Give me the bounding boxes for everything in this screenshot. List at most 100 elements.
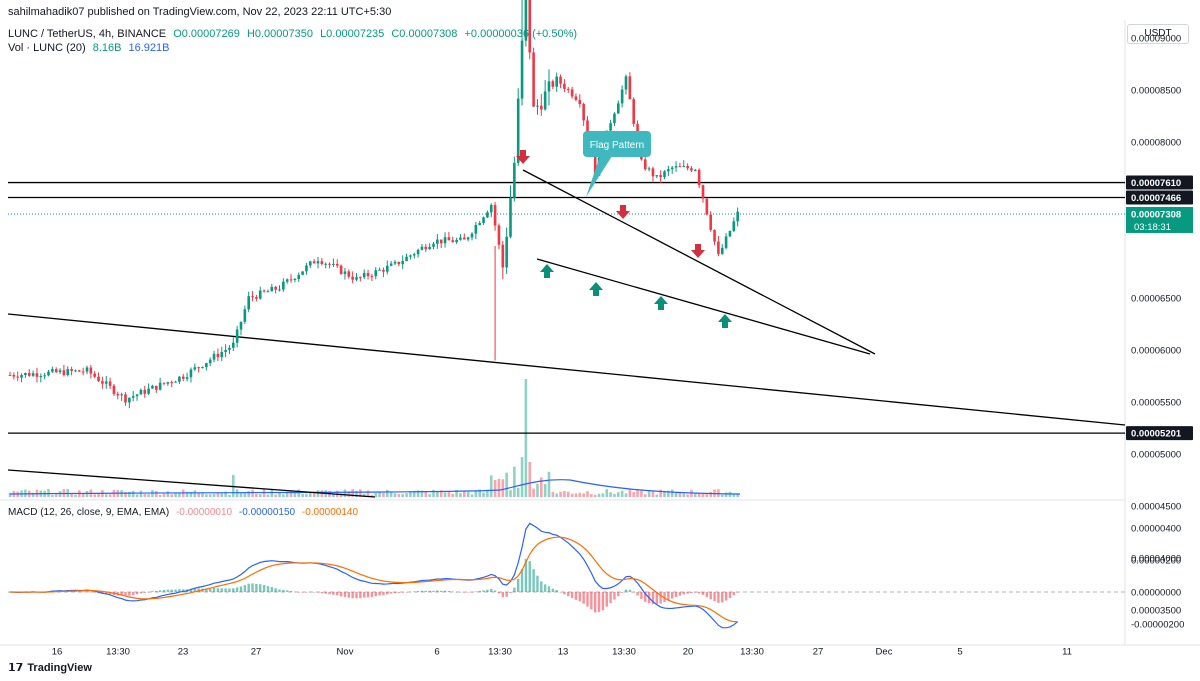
macd-histogram-bar bbox=[570, 592, 574, 599]
macd-histogram-bar bbox=[551, 588, 555, 592]
candle-body bbox=[243, 309, 247, 322]
macd-histogram-bar bbox=[378, 592, 381, 596]
volume-bar bbox=[258, 494, 262, 497]
symbol-name: LUNC / TetherUS, 4h, BINANCE bbox=[8, 28, 167, 40]
candle-body bbox=[705, 198, 709, 215]
macd-histogram-bar bbox=[386, 592, 389, 595]
price-tick-label: 0.00003500 bbox=[1131, 606, 1181, 617]
price-tick-label: 0.00006000 bbox=[1131, 346, 1181, 357]
candle-body bbox=[505, 236, 508, 268]
volume-bar bbox=[532, 488, 535, 497]
volume-bar bbox=[474, 490, 478, 497]
candle-body bbox=[355, 277, 358, 280]
currency-selector[interactable]: USDT bbox=[1127, 24, 1189, 44]
candle-body bbox=[393, 261, 397, 264]
volume-bar bbox=[155, 490, 158, 497]
macd-histogram-bar bbox=[493, 590, 497, 592]
candle-body bbox=[720, 247, 724, 254]
macd-histogram-bar bbox=[147, 592, 150, 593]
volume-bar bbox=[447, 491, 451, 497]
candle-body bbox=[463, 237, 466, 240]
level-label-bg bbox=[1126, 426, 1193, 441]
candle-body bbox=[439, 239, 443, 244]
publisher-line: sahilmahadik07 published on TradingView.… bbox=[8, 6, 392, 18]
macd-histogram-bar bbox=[482, 590, 485, 592]
volume-bar bbox=[643, 494, 647, 497]
volume-bar bbox=[135, 494, 139, 497]
volume-bar bbox=[678, 491, 682, 497]
macd-histogram-bar bbox=[89, 591, 93, 593]
price-tick-label: 0.00008500 bbox=[1131, 86, 1181, 97]
tradingview-logo[interactable]: 𝟭𝟳 TradingView bbox=[8, 661, 92, 674]
macd-histogram-bar bbox=[567, 592, 570, 597]
volume-label: Vol · LUNC (20) bbox=[8, 42, 86, 54]
macd-histogram-bar bbox=[151, 591, 154, 592]
volume-bar bbox=[189, 491, 193, 497]
macd-histogram-bar bbox=[459, 591, 462, 593]
macd-histogram-bar bbox=[536, 575, 539, 592]
volume-bar bbox=[501, 479, 505, 497]
macd-histogram-bar bbox=[355, 592, 358, 599]
volume-bar bbox=[732, 493, 736, 497]
candle-body bbox=[678, 166, 682, 168]
volume-bar bbox=[374, 492, 378, 497]
candle-body bbox=[624, 76, 628, 90]
macd-histogram-bar bbox=[405, 592, 408, 593]
volume-bar bbox=[128, 491, 131, 497]
macd-histogram-bar bbox=[370, 592, 374, 598]
ohlc-close: C0.00007308 bbox=[391, 28, 458, 40]
volume-bar bbox=[578, 492, 582, 497]
candle-body bbox=[201, 367, 204, 369]
macd-histogram-bar bbox=[297, 592, 300, 593]
volume-bar bbox=[697, 492, 701, 497]
macd-histogram-bar bbox=[705, 592, 709, 598]
candle-body bbox=[493, 205, 497, 226]
volume-bar bbox=[624, 493, 628, 497]
volume-bar bbox=[31, 492, 35, 497]
volume-bar bbox=[551, 492, 555, 497]
macd-histogram-bar bbox=[609, 592, 612, 604]
candle-body bbox=[436, 239, 439, 244]
volume-bar bbox=[439, 490, 443, 497]
candle-body bbox=[282, 281, 285, 290]
macd-histogram-bar bbox=[690, 592, 693, 594]
time-tick-label: Nov bbox=[337, 646, 354, 657]
macd-histogram-bar bbox=[216, 588, 220, 592]
volume-bar bbox=[628, 489, 632, 497]
volume-bar bbox=[289, 491, 293, 497]
macd-histogram-bar bbox=[578, 592, 581, 602]
candle-body bbox=[27, 372, 31, 376]
price-tick-label: 0.00004000 bbox=[1131, 554, 1181, 565]
candle-body bbox=[409, 255, 412, 257]
volume-bar bbox=[305, 493, 308, 497]
macd-histogram-bar bbox=[205, 588, 208, 592]
down-arrow-icon bbox=[691, 244, 705, 258]
candle-body bbox=[320, 261, 324, 264]
trendline bbox=[7, 469, 376, 498]
candle-body bbox=[293, 278, 297, 280]
candle-body bbox=[347, 271, 351, 277]
macd-histogram-bar bbox=[413, 591, 416, 592]
candle-body bbox=[416, 249, 420, 255]
volume-bar bbox=[270, 490, 274, 497]
candle-body bbox=[47, 371, 50, 376]
macd-histogram-bar bbox=[293, 591, 297, 593]
macd-histogram-bar bbox=[563, 592, 566, 595]
volume-bar bbox=[601, 493, 605, 497]
time-tick-label: 6 bbox=[434, 646, 439, 657]
current-price-badge bbox=[1126, 206, 1193, 233]
volume-bar bbox=[174, 493, 177, 497]
volume-bar bbox=[563, 490, 566, 497]
price-tick-label: 0.00008000 bbox=[1131, 138, 1181, 149]
candle-body bbox=[570, 89, 574, 97]
candle-body bbox=[251, 296, 254, 298]
macd-histogram-bar bbox=[374, 592, 377, 597]
macd-histogram-bar bbox=[505, 592, 508, 597]
candle-body bbox=[536, 105, 539, 107]
candle-body bbox=[351, 276, 354, 280]
price-axis: 0.000120000.000110000.000105000.00010000… bbox=[1126, 34, 1193, 617]
candle-body bbox=[482, 217, 485, 223]
macd-histogram-bar bbox=[309, 591, 312, 593]
volume-bar bbox=[293, 492, 297, 497]
